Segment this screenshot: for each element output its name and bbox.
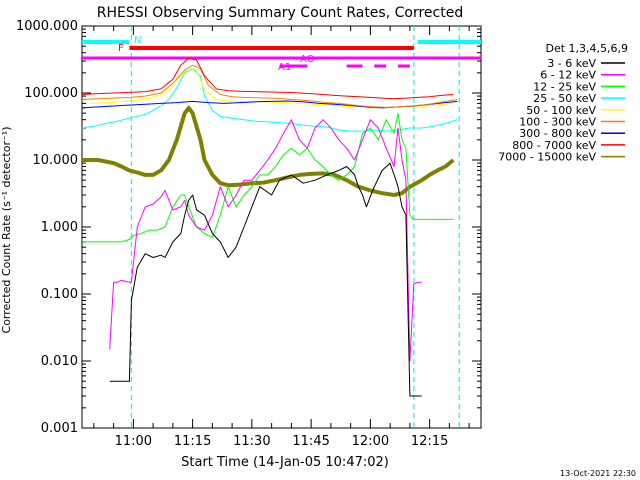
- legend-entry-label: 6 - 12 keV: [540, 69, 596, 82]
- plot-frame: [81, 25, 482, 429]
- x-tick-label: 12:00: [352, 434, 389, 449]
- series-line-8: [82, 105, 455, 197]
- legend-entry-label: 3 - 6 keV: [547, 57, 596, 70]
- legend-entry-label: 50 - 100 keV: [526, 104, 596, 117]
- y-tick-label: 0.001: [41, 421, 78, 436]
- x-tick-label: 11:15: [174, 434, 211, 449]
- legend-entry-label: 12 - 25 keV: [533, 80, 596, 93]
- x-axis-label: Start Time (14-Jan-05 10:47:02): [181, 455, 389, 470]
- legend-entry-label: 25 - 50 keV: [533, 92, 596, 105]
- series-line-3: [81, 68, 458, 132]
- series-line-5: [81, 64, 458, 108]
- flag-label-a1: A1: [278, 62, 291, 73]
- y-tick-label: 0.100: [41, 287, 78, 302]
- y-tick-label: 100.000: [24, 86, 78, 101]
- legend-entry-label: 100 - 300 keV: [519, 116, 596, 129]
- series-line-1: [109, 119, 422, 362]
- plot-area: 0.001 0.010 0.100 1.000 10.000 100.000 1000.00…: [16, 19, 482, 449]
- legend-title: Det 1,3,4,5,6,9: [545, 42, 628, 55]
- series-line-2: [82, 112, 454, 243]
- x-tick-label: 11:45: [292, 434, 329, 449]
- y-tick-label: 1.000: [41, 220, 78, 235]
- x-tick-label: 11:00: [115, 434, 152, 449]
- series-line-0: [109, 162, 422, 397]
- legend-entry-label: 800 - 7000 keV: [512, 139, 596, 152]
- x-tick-label: 11:30: [233, 434, 270, 449]
- legend-entry-label: 300 - 800 keV: [519, 127, 596, 140]
- flag-label-ao: AO: [300, 54, 315, 65]
- series-line-7: [81, 57, 454, 100]
- x-tick-label: 12:15: [411, 434, 448, 449]
- flag-label-f: F: [118, 43, 124, 54]
- y-tick-label: 0.010: [41, 354, 78, 369]
- legend-entry-label: 7000 - 15000 keV: [498, 151, 596, 164]
- y-axis-label: Corrected Count Rate (s⁻¹ detector⁻¹): [0, 127, 13, 334]
- flag-label-n: N: [134, 35, 141, 46]
- footer-stamp: 13-Oct-2021 22:30: [560, 469, 636, 478]
- y-tick-label: 1000.000: [16, 19, 78, 34]
- y-tick-label: 10.000: [33, 153, 79, 168]
- chart-title: RHESSI Observing Summary Count Rates, Co…: [97, 5, 463, 21]
